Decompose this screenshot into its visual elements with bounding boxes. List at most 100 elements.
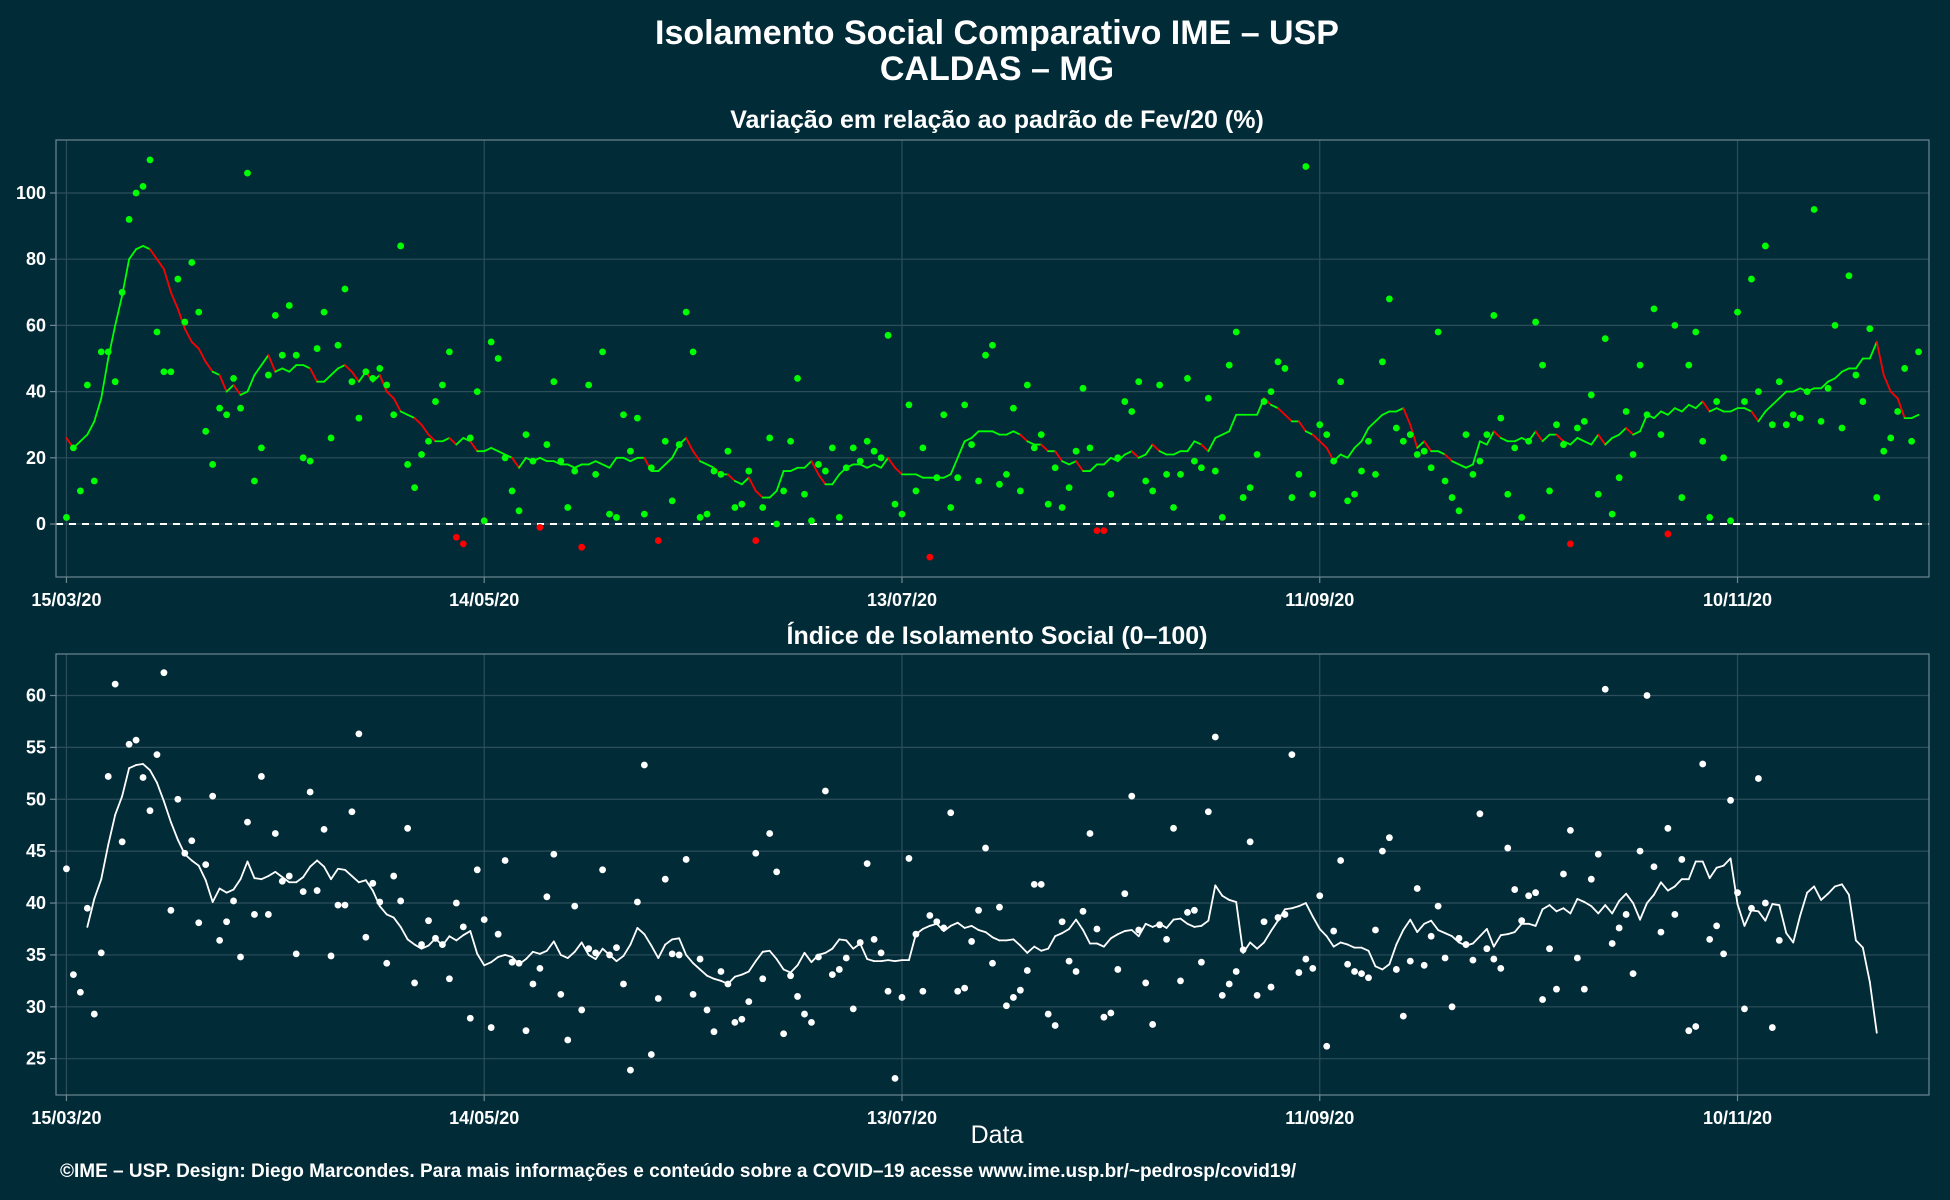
moving-average-segment (1186, 440, 1196, 453)
moving-average-segment (1430, 919, 1440, 931)
moving-average-segment (1123, 929, 1133, 932)
moving-average-segment (1353, 440, 1363, 449)
moving-average-segment (399, 926, 409, 941)
data-point (989, 959, 996, 967)
moving-average-segment (1534, 430, 1544, 443)
data-point (1755, 388, 1762, 396)
data-point (696, 514, 704, 521)
moving-average-segment (1527, 922, 1537, 927)
moving-average-segment (664, 456, 674, 466)
moving-average-segment (1179, 917, 1189, 925)
moving-average-segment (1318, 928, 1328, 938)
data-point (1539, 996, 1546, 1003)
moving-average-segment (1228, 413, 1238, 433)
moving-average-segment (1750, 410, 1760, 423)
moving-average-segment (1513, 437, 1523, 443)
data-point (1211, 733, 1219, 741)
data-point (1741, 1005, 1748, 1013)
moving-average-segment (740, 476, 750, 486)
moving-average-segment (469, 440, 479, 453)
moving-average-segment (330, 367, 339, 376)
data-point (452, 899, 460, 907)
data-point (1392, 424, 1400, 432)
moving-average-segment (894, 959, 903, 963)
moving-average-segment (1409, 423, 1419, 449)
data-point (661, 437, 669, 445)
moving-average-segment (1513, 922, 1523, 933)
data-point (557, 457, 565, 465)
moving-average-segment (1632, 902, 1641, 921)
data-point (1768, 1024, 1776, 1031)
data-point (710, 1028, 718, 1036)
moving-average-segment (956, 921, 966, 929)
data-point (884, 331, 892, 339)
data-point (334, 901, 342, 909)
moving-average-segment (956, 440, 966, 459)
moving-average-segment (838, 938, 848, 942)
moving-average-segment (587, 460, 597, 466)
moving-average-segment (1116, 930, 1126, 936)
data-point (1587, 875, 1595, 883)
data-point (1643, 692, 1651, 699)
data-point (961, 401, 969, 409)
data-point (1560, 441, 1567, 448)
data-point (529, 980, 537, 988)
moving-average-segment (1541, 904, 1551, 911)
data-point (1678, 856, 1686, 863)
moving-average-segment (887, 456, 896, 469)
moving-average-segment (1910, 413, 1920, 419)
data-point (1253, 451, 1261, 458)
data-point (585, 945, 593, 953)
data-point (515, 959, 523, 967)
moving-average-segment (225, 384, 235, 393)
moving-average-segment (211, 370, 221, 376)
data-point (258, 444, 265, 452)
moving-average-segment (406, 413, 416, 419)
moving-average-segment (1256, 941, 1265, 950)
x-tick-label-1: 14/05/20 (449, 590, 519, 610)
moving-average-segment (733, 480, 743, 486)
data-point (264, 371, 272, 379)
data-point (592, 470, 600, 478)
data-point (1894, 408, 1902, 415)
moving-average-segment (1660, 410, 1669, 416)
moving-average-segment (176, 307, 186, 330)
data-point (592, 949, 600, 957)
data-point (1114, 454, 1122, 462)
moving-average-segment (873, 463, 882, 469)
data-point (418, 451, 425, 458)
moving-average-segment (1402, 407, 1412, 426)
data-point (1699, 760, 1707, 768)
chart-title: Isolamento Social Comparativo IME – USP (655, 14, 1339, 52)
moving-average-segment (86, 897, 96, 928)
data-point (856, 939, 864, 946)
data-point (341, 901, 349, 909)
data-point (439, 381, 446, 389)
data-point (1845, 272, 1853, 280)
moving-average-segment (1040, 947, 1050, 952)
data-point (1650, 305, 1658, 313)
data-point (63, 514, 70, 521)
data-point (654, 537, 662, 544)
data-point (1156, 921, 1164, 929)
moving-average-segment (768, 490, 778, 499)
moving-average-segment (149, 248, 158, 261)
moving-average-segment (1848, 893, 1857, 942)
data-point (390, 872, 398, 880)
data-point (996, 903, 1003, 911)
moving-average-segment (1304, 902, 1314, 918)
data-point (1469, 470, 1477, 478)
moving-average-segment (1555, 907, 1565, 913)
data-point (1030, 880, 1038, 888)
data-point (752, 537, 760, 544)
data-point (1051, 464, 1059, 472)
moving-average-segment (1597, 433, 1607, 446)
data-point (1831, 321, 1839, 329)
moving-average-segment (114, 294, 124, 327)
moving-average-segment (949, 456, 959, 476)
moving-average-segment (915, 473, 924, 479)
data-point (111, 378, 119, 386)
data-point (432, 398, 439, 405)
data-point (856, 457, 864, 465)
moving-average-segment (246, 374, 256, 393)
